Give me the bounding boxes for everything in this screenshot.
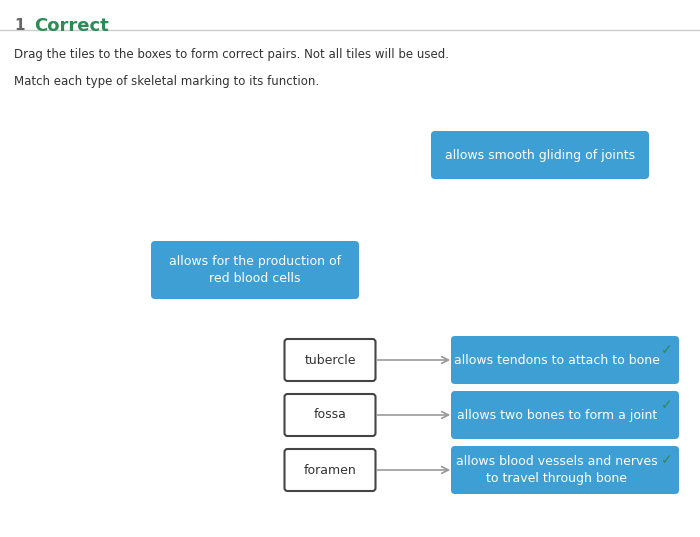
FancyBboxPatch shape bbox=[284, 339, 375, 381]
Text: ✓: ✓ bbox=[662, 343, 673, 357]
FancyBboxPatch shape bbox=[284, 394, 375, 436]
Text: allows smooth gliding of joints: allows smooth gliding of joints bbox=[445, 149, 635, 162]
Text: foramen: foramen bbox=[304, 463, 356, 476]
FancyBboxPatch shape bbox=[431, 131, 649, 179]
Text: ✓: ✓ bbox=[662, 398, 673, 412]
Text: Match each type of skeletal marking to its function.: Match each type of skeletal marking to i… bbox=[14, 75, 319, 88]
FancyBboxPatch shape bbox=[151, 241, 359, 299]
FancyBboxPatch shape bbox=[451, 446, 679, 494]
Text: Drag the tiles to the boxes to form correct pairs. Not all tiles will be used.: Drag the tiles to the boxes to form corr… bbox=[14, 48, 449, 61]
FancyBboxPatch shape bbox=[451, 336, 679, 384]
Text: 1: 1 bbox=[14, 18, 24, 33]
Text: tubercle: tubercle bbox=[304, 353, 356, 366]
FancyBboxPatch shape bbox=[284, 449, 375, 491]
Text: Correct: Correct bbox=[34, 17, 108, 35]
FancyBboxPatch shape bbox=[451, 391, 679, 439]
Text: fossa: fossa bbox=[314, 409, 346, 422]
Text: allows two bones to form a joint: allows two bones to form a joint bbox=[457, 409, 657, 422]
Text: allows tendons to attach to bone: allows tendons to attach to bone bbox=[454, 353, 660, 366]
Text: allows for the production of
red blood cells: allows for the production of red blood c… bbox=[169, 255, 341, 285]
Text: ✓: ✓ bbox=[662, 453, 673, 467]
Text: allows blood vessels and nerves
to travel through bone: allows blood vessels and nerves to trave… bbox=[456, 455, 658, 485]
